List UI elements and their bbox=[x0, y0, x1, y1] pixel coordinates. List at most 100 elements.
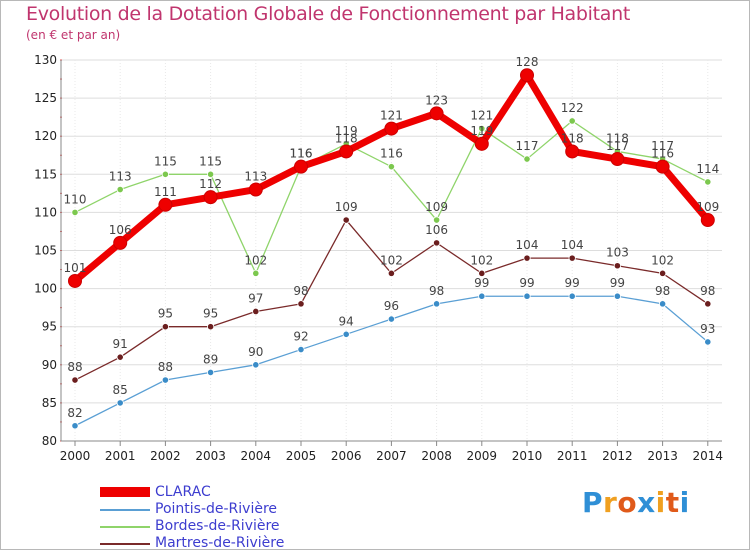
logo-letter: P bbox=[582, 486, 604, 519]
data-label-clarac: 112 bbox=[199, 177, 222, 191]
legend-label: Pointis-de-Rivière bbox=[155, 501, 278, 517]
data-label-pointis-de-rivi-re: 82 bbox=[67, 406, 82, 420]
data-label-bordes-de-rivi-re: 102 bbox=[244, 253, 267, 267]
y-tick-label: 120 bbox=[34, 129, 57, 143]
logo-letter: i bbox=[679, 486, 690, 519]
data-label-bordes-de-rivi-re: 122 bbox=[561, 101, 584, 115]
data-label-clarac: 123 bbox=[425, 93, 448, 107]
data-point-martres-de-rivi-re bbox=[342, 216, 350, 224]
data-label-martres-de-rivi-re: 98 bbox=[293, 284, 308, 298]
data-point-martres-de-rivi-re bbox=[387, 269, 395, 277]
data-label-clarac: 121 bbox=[380, 109, 403, 123]
chart-subtitle: (en € et par an) bbox=[26, 28, 121, 42]
data-point-clarac bbox=[68, 273, 82, 288]
x-tick-label: 2007 bbox=[376, 449, 407, 463]
data-label-bordes-de-rivi-re: 118 bbox=[606, 131, 629, 145]
data-point-martres-de-rivi-re bbox=[71, 376, 79, 384]
data-label-pointis-de-rivi-re: 93 bbox=[700, 322, 715, 336]
data-label-martres-de-rivi-re: 95 bbox=[203, 307, 218, 321]
legend-swatch bbox=[100, 543, 150, 545]
data-label-martres-de-rivi-re: 109 bbox=[335, 200, 358, 214]
data-label-bordes-de-rivi-re: 121 bbox=[470, 109, 493, 123]
y-tick-label: 105 bbox=[34, 244, 57, 258]
data-point-clarac bbox=[700, 213, 715, 228]
data-point-martres-de-rivi-re bbox=[116, 353, 124, 361]
data-point-martres-de-rivi-re bbox=[161, 323, 169, 331]
data-point-clarac bbox=[339, 144, 354, 159]
data-label-bordes-de-rivi-re: 115 bbox=[199, 154, 222, 168]
data-label-clarac: 118 bbox=[561, 131, 584, 145]
logo-letter: r bbox=[603, 486, 618, 519]
data-label-pointis-de-rivi-re: 90 bbox=[248, 345, 263, 359]
x-tick-label: 2000 bbox=[60, 449, 91, 463]
data-point-pointis-de-rivi-re bbox=[658, 300, 667, 308]
data-point-pointis-de-rivi-re bbox=[342, 330, 350, 338]
data-point-pointis-de-rivi-re bbox=[478, 292, 486, 300]
data-point-bordes-de-rivi-re bbox=[116, 185, 124, 194]
data-label-pointis-de-rivi-re: 98 bbox=[655, 284, 670, 298]
data-label-bordes-de-rivi-re: 117 bbox=[516, 139, 539, 153]
data-label-martres-de-rivi-re: 106 bbox=[425, 223, 448, 237]
data-point-martres-de-rivi-re bbox=[297, 300, 305, 308]
data-point-martres-de-rivi-re bbox=[613, 262, 622, 270]
data-label-martres-de-rivi-re: 104 bbox=[561, 238, 584, 252]
data-point-clarac bbox=[565, 144, 580, 159]
proxiti-logo: Proxiti bbox=[582, 486, 690, 519]
data-point-clarac bbox=[158, 197, 173, 212]
data-point-bordes-de-rivi-re bbox=[523, 155, 531, 163]
data-label-pointis-de-rivi-re: 89 bbox=[203, 352, 218, 366]
data-label-martres-de-rivi-re: 103 bbox=[606, 246, 629, 260]
data-label-bordes-de-rivi-re: 116 bbox=[380, 147, 403, 161]
data-point-pointis-de-rivi-re bbox=[207, 368, 215, 377]
chart-title: Evolution de la Dotation Globale de Fonc… bbox=[26, 3, 631, 25]
data-label-pointis-de-rivi-re: 92 bbox=[293, 330, 308, 344]
x-tick-label: 2013 bbox=[647, 449, 678, 463]
data-point-pointis-de-rivi-re bbox=[116, 399, 124, 407]
legend-item-bordes-de-rivi-re: Bordes-de-Rivière bbox=[100, 518, 360, 535]
data-label-bordes-de-rivi-re: 113 bbox=[109, 170, 132, 184]
data-point-clarac bbox=[655, 159, 670, 174]
x-tick-label: 2005 bbox=[286, 449, 317, 463]
y-tick-label: 90 bbox=[42, 358, 57, 372]
y-tick-label: 95 bbox=[42, 320, 57, 334]
y-tick-label: 130 bbox=[34, 53, 57, 67]
legend-swatch bbox=[100, 526, 150, 528]
x-tick-label: 2008 bbox=[421, 449, 452, 463]
data-point-bordes-de-rivi-re bbox=[478, 124, 486, 133]
data-label-martres-de-rivi-re: 91 bbox=[113, 337, 128, 351]
y-tick-label: 110 bbox=[34, 205, 57, 219]
data-label-clarac: 111 bbox=[154, 185, 177, 199]
data-label-clarac: 116 bbox=[651, 147, 674, 161]
data-point-pointis-de-rivi-re bbox=[613, 292, 622, 300]
data-point-clarac bbox=[294, 159, 308, 174]
data-label-martres-de-rivi-re: 97 bbox=[248, 291, 263, 305]
x-tick-label: 2003 bbox=[195, 449, 226, 463]
data-label-pointis-de-rivi-re: 99 bbox=[474, 276, 489, 290]
data-point-pointis-de-rivi-re bbox=[568, 292, 576, 300]
data-point-clarac bbox=[113, 235, 128, 250]
x-tick-label: 2004 bbox=[241, 449, 272, 463]
data-label-bordes-de-rivi-re: 119 bbox=[335, 124, 358, 138]
data-point-martres-de-rivi-re bbox=[704, 300, 712, 308]
data-label-martres-de-rivi-re: 88 bbox=[67, 360, 82, 374]
chart-legend: CLARAC Pointis-de-Rivière Bordes-de-Rivièr… bbox=[100, 484, 360, 552]
data-point-martres-de-rivi-re bbox=[568, 254, 576, 262]
data-label-martres-de-rivi-re: 102 bbox=[651, 253, 674, 267]
data-label-pointis-de-rivi-re: 88 bbox=[158, 360, 173, 374]
data-label-bordes-de-rivi-re: 114 bbox=[696, 162, 719, 176]
data-point-bordes-de-rivi-re bbox=[207, 170, 215, 178]
data-point-pointis-de-rivi-re bbox=[523, 292, 531, 300]
legend-label: Bordes-de-Rivière bbox=[155, 518, 280, 534]
data-point-pointis-de-rivi-re bbox=[252, 361, 260, 369]
data-point-bordes-de-rivi-re bbox=[71, 208, 79, 216]
data-label-clarac: 119 bbox=[470, 124, 493, 138]
data-point-clarac bbox=[474, 136, 489, 151]
data-label-bordes-de-rivi-re: 116 bbox=[290, 147, 313, 161]
x-tick-label: 2006 bbox=[331, 449, 362, 463]
data-point-pointis-de-rivi-re bbox=[432, 300, 441, 308]
data-label-bordes-de-rivi-re: 117 bbox=[651, 139, 674, 153]
x-tick-label: 2014 bbox=[693, 449, 724, 463]
data-label-martres-de-rivi-re: 95 bbox=[158, 307, 173, 321]
data-label-pointis-de-rivi-re: 94 bbox=[339, 314, 354, 328]
